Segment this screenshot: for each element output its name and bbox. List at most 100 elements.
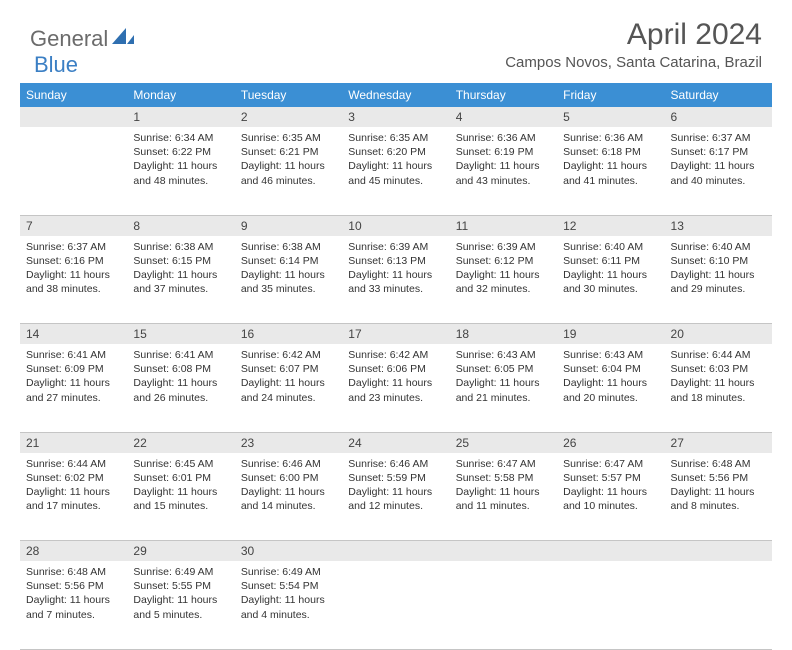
sun-info-line: Daylight: 11 hours (133, 485, 228, 499)
sun-info-line: Daylight: 11 hours (348, 159, 443, 173)
logo-blue-line: Blue (34, 44, 78, 78)
day-content-row: Sunrise: 6:44 AMSunset: 6:02 PMDaylight:… (20, 453, 772, 541)
day-number: 19 (557, 324, 664, 345)
sun-info-line: Daylight: 11 hours (241, 159, 336, 173)
sun-info-line: Sunrise: 6:37 AM (26, 240, 121, 254)
day-number: 27 (665, 432, 772, 453)
sun-info-line: Sunrise: 6:39 AM (456, 240, 551, 254)
day-header: Tuesday (235, 83, 342, 107)
sun-info-line: Sunrise: 6:40 AM (671, 240, 766, 254)
sun-info-line: Sunset: 6:19 PM (456, 145, 551, 159)
day-cell: Sunrise: 6:46 AMSunset: 6:00 PMDaylight:… (235, 453, 342, 541)
sun-info-line: Sunset: 6:10 PM (671, 254, 766, 268)
sun-info-line: and 11 minutes. (456, 499, 551, 513)
day-cell (665, 561, 772, 649)
day-content-row: Sunrise: 6:34 AMSunset: 6:22 PM Daylight:… (20, 127, 772, 215)
day-cell: Sunrise: 6:39 AMSunset: 6:13 PMDaylight:… (342, 236, 449, 324)
sun-info-line: and 10 minutes. (563, 499, 658, 513)
sun-info-line: Sunset: 6:03 PM (671, 362, 766, 376)
day-cell (450, 561, 557, 649)
sun-info-line: Sunrise: 6:37 AM (671, 131, 766, 145)
sun-info-line: and 38 minutes. (26, 282, 121, 296)
calendar-body: 123456Sunrise: 6:34 AMSunset: 6:22 PMDay… (20, 107, 772, 649)
sun-info-line: Sunrise: 6:35 AM (241, 131, 336, 145)
sun-info-line: Sunrise: 6:47 AM (563, 457, 658, 471)
sun-info-line: Daylight: 11 hours (671, 485, 766, 499)
day-cell: Sunrise: 6:39 AMSunset: 6:12 PMDaylight:… (450, 236, 557, 324)
sun-info-line: Daylight: 11 hours (671, 376, 766, 390)
sun-info-line: Sunset: 6:18 PM (563, 145, 658, 159)
sun-info-line: Daylight: 11 hours (26, 268, 121, 282)
sun-info-line: Daylight: 11 hours (563, 268, 658, 282)
sun-info-line: Sunset: 6:13 PM (348, 254, 443, 268)
day-cell: Sunrise: 6:48 AMSunset: 5:56 PMDaylight:… (20, 561, 127, 649)
daynum-row: 21222324252627 (20, 432, 772, 453)
daynum-row: 14151617181920 (20, 324, 772, 345)
sun-info-line: and 33 minutes. (348, 282, 443, 296)
sun-info-line: Sunrise: 6:41 AM (26, 348, 121, 362)
day-cell: Sunrise: 6:44 AMSunset: 6:03 PMDaylight:… (665, 344, 772, 432)
header: General April 2024 Campos Novos, Santa C… (0, 0, 792, 75)
sun-info-line: and 48 minutes. (133, 174, 228, 188)
day-number: 7 (20, 215, 127, 236)
sun-info-line: and 5 minutes. (133, 608, 228, 622)
day-cell: Sunrise: 6:36 AMSunset: 6:19 PMDaylight:… (450, 127, 557, 215)
sun-info-line: and 21 minutes. (456, 391, 551, 405)
sun-info-line: Sunrise: 6:48 AM (671, 457, 766, 471)
sun-info-line: Sunrise: 6:35 AM (348, 131, 443, 145)
sun-info-line: Sunrise: 6:34 AM (133, 131, 228, 145)
day-cell: Sunrise: 6:47 AMSunset: 5:58 PMDaylight:… (450, 453, 557, 541)
sun-info-line: Sunset: 6:05 PM (456, 362, 551, 376)
sun-info-line: Daylight: 11 hours (456, 376, 551, 390)
daynum-row: 282930 (20, 541, 772, 562)
day-number: 11 (450, 215, 557, 236)
day-header: Sunday (20, 83, 127, 107)
day-number: 16 (235, 324, 342, 345)
day-number: 12 (557, 215, 664, 236)
sun-info-line: Sunrise: 6:48 AM (26, 565, 121, 579)
sun-info-line: Sunrise: 6:42 AM (348, 348, 443, 362)
day-cell: Sunrise: 6:42 AMSunset: 6:07 PMDaylight:… (235, 344, 342, 432)
sun-info-line: Sunrise: 6:46 AM (241, 457, 336, 471)
day-cell: Sunrise: 6:37 AMSunset: 6:17 PMDaylight:… (665, 127, 772, 215)
sun-info-line: Sunrise: 6:43 AM (456, 348, 551, 362)
day-header: Friday (557, 83, 664, 107)
header-right: April 2024 Campos Novos, Santa Catarina,… (505, 18, 762, 71)
day-cell: Sunrise: 6:47 AMSunset: 5:57 PMDaylight:… (557, 453, 664, 541)
day-cell (20, 127, 127, 215)
sun-info-line: and 12 minutes. (348, 499, 443, 513)
sun-info-line: Daylight: 11 hours (563, 485, 658, 499)
day-number: 26 (557, 432, 664, 453)
sun-info-line: Sunrise: 6:46 AM (348, 457, 443, 471)
sun-info-line: Daylight: 11 hours (671, 159, 766, 173)
sun-info-line: Sunrise: 6:49 AM (133, 565, 228, 579)
sun-info-line: and 35 minutes. (241, 282, 336, 296)
day-number: 1 (127, 107, 234, 127)
day-number: 8 (127, 215, 234, 236)
sun-info-line: Sunset: 5:55 PM (133, 579, 228, 593)
sun-info-line: and 24 minutes. (241, 391, 336, 405)
day-number: 3 (342, 107, 449, 127)
day-number: 15 (127, 324, 234, 345)
day-cell: Sunrise: 6:34 AMSunset: 6:22 PMDaylight:… (127, 127, 234, 215)
day-number: 28 (20, 541, 127, 562)
sun-info-line: Sunset: 6:22 PM (133, 145, 228, 159)
sun-info-line: and 17 minutes. (26, 499, 121, 513)
sun-info-line: Sunrise: 6:41 AM (133, 348, 228, 362)
sun-info-line: Sunset: 6:17 PM (671, 145, 766, 159)
day-cell: Sunrise: 6:43 AMSunset: 6:05 PMDaylight:… (450, 344, 557, 432)
sun-info-line: Sunset: 6:00 PM (241, 471, 336, 485)
sun-info-line: Sunrise: 6:44 AM (671, 348, 766, 362)
sun-info-line: Sunset: 5:59 PM (348, 471, 443, 485)
sun-info-line: Sunset: 6:21 PM (241, 145, 336, 159)
day-cell: Sunrise: 6:38 AMSunset: 6:15 PMDaylight:… (127, 236, 234, 324)
sun-info-line: Sunset: 6:04 PM (563, 362, 658, 376)
day-cell: Sunrise: 6:38 AMSunset: 6:14 PMDaylight:… (235, 236, 342, 324)
sun-info-line: Sunset: 6:01 PM (133, 471, 228, 485)
sun-info-line: and 23 minutes. (348, 391, 443, 405)
sun-info-line: Daylight: 11 hours (241, 593, 336, 607)
sun-info-line: Sunrise: 6:47 AM (456, 457, 551, 471)
sun-info-line: Daylight: 11 hours (563, 159, 658, 173)
day-header-row: Sunday Monday Tuesday Wednesday Thursday… (20, 83, 772, 107)
day-number (557, 541, 664, 562)
